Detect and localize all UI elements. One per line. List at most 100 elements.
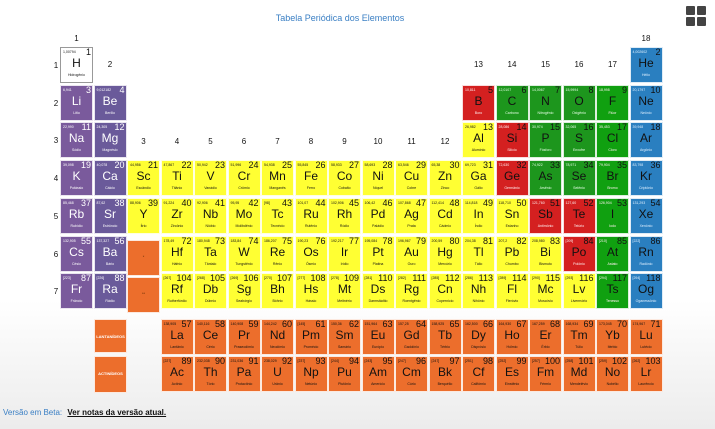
element-tc[interactable]: [98] 43 Tc Tecnécio (261, 197, 294, 234)
element-ar[interactable]: 39,948 18 Ar Argônio (629, 122, 663, 159)
element-db[interactable]: [268] 105 Db Dúbnio (194, 273, 227, 310)
element-he[interactable]: 4,002602 2 He Hélio (629, 47, 663, 83)
element-zr[interactable]: 91,224 40 Zr Zircônio (160, 197, 194, 234)
element-bi[interactable]: 208,980 83 Bi Bismuto (529, 235, 562, 272)
element-zn[interactable]: 65,38 30 Zn Zinco (428, 160, 462, 197)
element-ag[interactable]: 107,868 47 Ag Prata (395, 197, 428, 234)
element-sb[interactable]: 121,760 51 Sb Antimônio (529, 197, 562, 234)
element-es[interactable]: [252] 99 Es Einstênio (495, 356, 529, 392)
element-fr[interactable]: [223] 87 Fr Frâncio (60, 273, 93, 310)
element-md[interactable]: [258] 101 Md Mendelévio (562, 356, 596, 392)
element-os[interactable]: 190,23 76 Os Ósmio (294, 235, 328, 272)
element-eu[interactable]: 151,964 63 Eu Európio (361, 319, 395, 355)
element-sm[interactable]: 150,36 62 Sm Samário (328, 319, 361, 355)
element-gd[interactable]: 157,25 64 Gd Gadolínio (395, 319, 428, 355)
element-pm[interactable]: [145] 61 Pm Promécio (294, 319, 328, 355)
element-h[interactable]: 1,00794 1 H Hidrogênio (60, 47, 93, 83)
element-cf[interactable]: [251] 98 Cf Califórnio (462, 356, 495, 392)
element-mt[interactable]: [278] 109 Mt Meitnério (328, 273, 361, 310)
element-ts[interactable]: [294] 117 Ts Tenesso (596, 273, 629, 310)
element-ra[interactable]: [226] 88 Ra Rádio (93, 273, 127, 310)
element-mg[interactable]: 24,305 12 Mg Magnésio (93, 122, 127, 159)
element-re[interactable]: 186,207 75 Re Rênio (261, 235, 294, 272)
element-hg[interactable]: 200,59 80 Hg Mercúrio (428, 235, 462, 272)
element-lu[interactable]: 174,967 71 Lu Lutécio (629, 319, 663, 355)
element-nb[interactable]: 92,906 41 Nb Nióbio (194, 197, 227, 234)
element-tl[interactable]: 204,38 81 Tl Tálio (462, 235, 495, 272)
element-po[interactable]: [209] 84 Po Polônio (562, 235, 596, 272)
element-pr[interactable]: 140,908 59 Pr Praseodímio (227, 319, 261, 355)
element-ac[interactable]: [227] 89 Ac Actínio (160, 356, 194, 392)
element-cs[interactable]: 132,905 55 Cs Césio (60, 235, 93, 272)
element-co[interactable]: 58,933 27 Co Cobalto (328, 160, 361, 197)
element-be[interactable]: 9,012182 4 Be Berílio (93, 84, 127, 121)
element-y[interactable]: 88,906 39 Y Ítrio (127, 197, 160, 234)
element-ru[interactable]: 101,07 44 Ru Rutênio (294, 197, 328, 234)
element-la[interactable]: 138,905 57 La Lantânio (160, 319, 194, 355)
element-au[interactable]: 196,967 79 Au Ouro (395, 235, 428, 272)
element-c[interactable]: 12,0107 6 C Carbono (495, 84, 529, 121)
element-te[interactable]: 127,60 52 Te Telúrio (562, 197, 596, 234)
element-at[interactable]: [210] 85 At Astato (596, 235, 629, 272)
element-tm[interactable]: 168,934 69 Tm Túlio (562, 319, 596, 355)
element-sr[interactable]: 87,62 38 Sr Estrôncio (93, 197, 127, 234)
element-k[interactable]: 39,098 19 K Potássio (60, 160, 93, 197)
element-w[interactable]: 183,84 74 W Tungstênio (227, 235, 261, 272)
element-p[interactable]: 30,974 15 P Fósforo (529, 122, 562, 159)
element-yb[interactable]: 173,045 70 Yb Itérbio (596, 319, 629, 355)
element-fm[interactable]: [257] 100 Fm Férmio (529, 356, 562, 392)
element-se[interactable]: 78,971 34 Se Selênio (562, 160, 596, 197)
element-fl[interactable]: [289] 114 Fl Fleróvio (495, 273, 529, 310)
element-sc[interactable]: 44,956 21 Sc Escândio (127, 160, 160, 197)
element-o[interactable]: 15,9994 8 O Oxigênio (562, 84, 596, 121)
element-bh[interactable]: [270] 107 Bh Bóhrio (261, 273, 294, 310)
element-rn[interactable]: [222] 86 Rn Radônio (629, 235, 663, 272)
element-hf[interactable]: 178,49 72 Hf Háfnio (160, 235, 194, 272)
element-mn[interactable]: 54,938 25 Mn Manganês (261, 160, 294, 197)
element-lv[interactable]: [293] 116 Lv Livermório (562, 273, 596, 310)
element-n[interactable]: 14,0067 7 N Nitrogênio (529, 84, 562, 121)
element-ta[interactable]: 180,948 73 Ta Tântalo (194, 235, 227, 272)
element-cu[interactable]: 63,546 29 Cu Cobre (395, 160, 428, 197)
element-ho[interactable]: 164,930 67 Ho Hólmio (495, 319, 529, 355)
element-am[interactable]: [243] 95 Am Amerício (361, 356, 395, 392)
element-mo[interactable]: 95,95 42 Mo Molibdênio (227, 197, 261, 234)
element-hs[interactable]: [277] 108 Hs Hássio (294, 273, 328, 310)
element-ca[interactable]: 40,078 20 Ca Cálcio (93, 160, 127, 197)
element-dy[interactable]: 162,500 66 Dy Disprósio (462, 319, 495, 355)
element-pd[interactable]: 106,42 46 Pd Paládio (361, 197, 395, 234)
element-ge[interactable]: 72,630 32 Ge Germânio (495, 160, 529, 197)
element-lr[interactable]: [262] 103 Lr Laurêncio (629, 356, 663, 392)
element-br[interactable]: 79,904 35 Br Bromo (596, 160, 629, 197)
element-ni[interactable]: 58,693 28 Ni Níquel (361, 160, 395, 197)
element-pb[interactable]: 207,2 82 Pb Chumbo (495, 235, 529, 272)
lanthanide-placeholder[interactable]: * (127, 240, 160, 276)
element-rh[interactable]: 102,906 45 Rh Ródio (328, 197, 361, 234)
element-u[interactable]: 238,029 92 U Urânio (261, 356, 294, 392)
element-nh[interactable]: [286] 113 Nh Nihônio (462, 273, 495, 310)
element-nd[interactable]: 144,242 60 Nd Neodímio (261, 319, 294, 355)
element-bk[interactable]: [247] 97 Bk Berquélio (428, 356, 462, 392)
element-ir[interactable]: 192,217 77 Ir Irídio (328, 235, 361, 272)
element-ga[interactable]: 69,723 31 Ga Gálio (462, 160, 495, 197)
element-pt[interactable]: 195,084 78 Pt Platina (361, 235, 395, 272)
element-v[interactable]: 50,942 23 V Vanádio (194, 160, 227, 197)
element-li[interactable]: 6,941 3 Li Lítio (60, 84, 93, 121)
release-notes-link[interactable]: Ver notas da versão atual. (67, 408, 167, 417)
element-ti[interactable]: 47,867 22 Ti Titânio (160, 160, 194, 197)
element-cm[interactable]: [247] 96 Cm Cúrio (395, 356, 428, 392)
element-tb[interactable]: 158,925 65 Tb Térbio (428, 319, 462, 355)
actinide-placeholder[interactable]: ** (127, 277, 160, 313)
element-al[interactable]: 26,982 13 Al Alumínio (462, 122, 495, 159)
element-th[interactable]: 232,038 90 Th Tório (194, 356, 227, 392)
element-ne[interactable]: 20,1797 10 Ne Neônio (629, 84, 663, 121)
element-rb[interactable]: 85,468 37 Rb Rubídio (60, 197, 93, 234)
element-as[interactable]: 74,922 33 As Arsênio (529, 160, 562, 197)
element-s[interactable]: 32,065 16 S Enxofre (562, 122, 596, 159)
element-fe[interactable]: 55,845 26 Fe Ferro (294, 160, 328, 197)
element-sg[interactable]: [269] 106 Sg Seabórgio (227, 273, 261, 310)
element-np[interactable]: [237] 93 Np Netúnio (294, 356, 328, 392)
element-kr[interactable]: 83,798 36 Kr Criptônio (629, 160, 663, 197)
element-ce[interactable]: 140,116 58 Ce Cério (194, 319, 227, 355)
element-in[interactable]: 114,818 49 In Índio (462, 197, 495, 234)
